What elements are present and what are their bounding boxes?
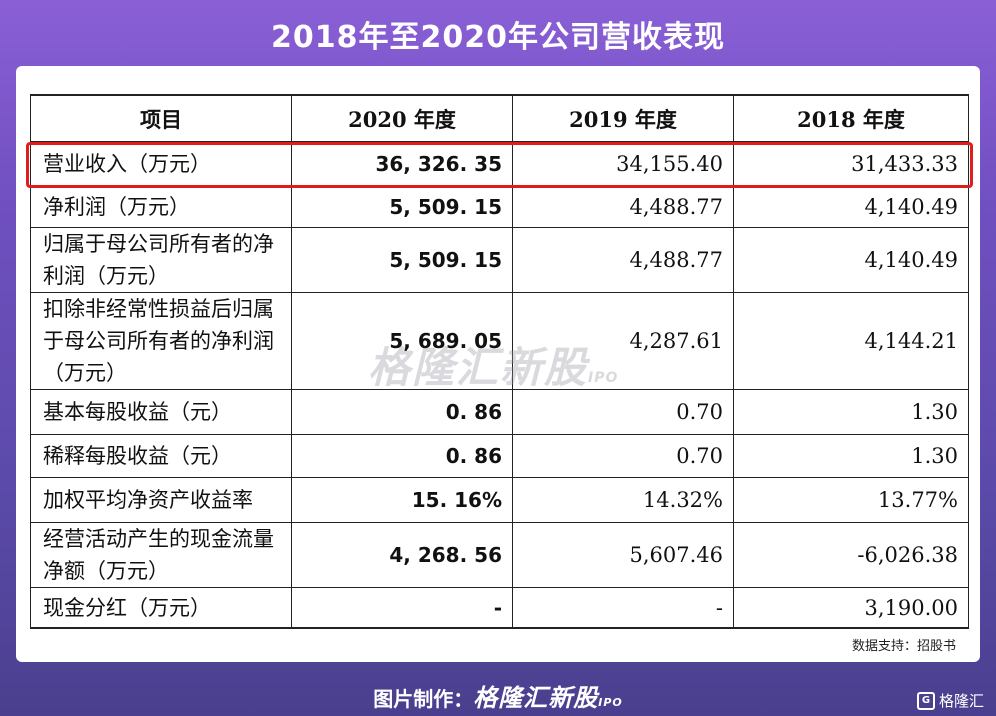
value-2019: 0.70: [512, 434, 734, 478]
row-label: 营业收入（万元）: [30, 141, 292, 187]
value-2020: 5, 509. 15: [291, 227, 513, 293]
data-source-note: 数据支持：招股书: [851, 639, 956, 654]
value-2018: -6,026.38: [733, 522, 969, 588]
watermark: 格隆汇新股IPO: [368, 334, 618, 395]
value-2018: 1.30: [733, 389, 969, 435]
value-2020: 0. 86: [291, 434, 513, 478]
value-2018: 4,140.49: [733, 186, 969, 228]
footer-brand-sub: IPO: [598, 696, 623, 709]
value-2018: 1.30: [733, 434, 969, 478]
value-2020: 5, 509. 15: [291, 186, 513, 228]
value-2019: 34,155.40: [512, 141, 734, 187]
value-2020: 5, 689. 05: [291, 292, 513, 390]
row-label: 归属于母公司所有者的净利润（万元）: [30, 227, 292, 293]
table-row: 经营活动产生的现金流量净额（万元） 4, 268. 56 5,607.46 -6…: [30, 522, 969, 588]
row-label: 基本每股收益（元）: [30, 389, 292, 435]
value-2018: 31,433.33: [733, 141, 969, 187]
value-2020: 4, 268. 56: [291, 522, 513, 588]
financial-table: 项目 2020 年度 2019 年度 2018 年度 营业收入（万元） 36, …: [30, 94, 969, 629]
value-2019: 14.32%: [512, 477, 734, 523]
value-2018: 13.77%: [733, 477, 969, 523]
table-row: 稀释每股收益（元） 0. 86 0.70 1.30: [30, 434, 969, 478]
table-row: 营业收入（万元） 36, 326. 35 34,155.40 31,433.33: [30, 141, 969, 187]
header-2018: 2018 年度: [733, 94, 969, 142]
watermark-sub: IPO: [588, 370, 619, 386]
footer-brand: 格隆汇新股IPO: [473, 684, 623, 712]
value-2019: 5,607.46: [512, 522, 734, 588]
table-row: 基本每股收益（元） 0. 86 0.70 1.30: [30, 389, 969, 435]
row-label: 扣除非经常性损益后归属于母公司所有者的净利润（万元）: [30, 292, 292, 390]
header-item: 项目: [30, 94, 292, 142]
row-label: 稀释每股收益（元）: [30, 434, 292, 478]
table-row: 现金分红（万元） - - 3,190.00: [30, 587, 969, 629]
table-header-row: 项目 2020 年度 2019 年度 2018 年度: [30, 94, 969, 142]
row-label: 现金分红（万元）: [30, 587, 292, 629]
value-2019: 0.70: [512, 389, 734, 435]
value-2019: 4,287.61: [512, 292, 734, 390]
value-2020: 36, 326. 35: [291, 141, 513, 187]
header-2020: 2020 年度: [291, 94, 513, 142]
row-label: 净利润（万元）: [30, 186, 292, 228]
page-title: 2018年至2020年公司营收表现: [271, 20, 725, 55]
value-2020: -: [291, 587, 513, 629]
table-row: 归属于母公司所有者的净利润（万元） 5, 509. 15 4,488.77 4,…: [30, 227, 969, 293]
value-2018: 4,140.49: [733, 227, 969, 293]
logo-icon: G: [916, 691, 935, 710]
table-row: 扣除非经常性损益后归属于母公司所有者的净利润（万元） 5, 689. 05 4,…: [30, 292, 969, 390]
value-2020: 0. 86: [291, 389, 513, 435]
footer-credit: 图片制作：格隆汇新股IPO: [0, 678, 996, 713]
table-row: 净利润（万元） 5, 509. 15 4,488.77 4,140.49: [30, 186, 969, 228]
value-2019: 4,488.77: [512, 227, 734, 293]
watermark-text: 格隆汇新股: [368, 343, 589, 392]
value-2019: -: [512, 587, 734, 629]
value-2018: 4,144.21: [733, 292, 969, 390]
table-row: 加权平均净资产收益率 15. 16% 14.32% 13.77%: [30, 477, 969, 523]
corner-logo-text: 格隆汇: [938, 692, 984, 710]
corner-logo: G 格隆汇: [916, 690, 984, 711]
row-label: 加权平均净资产收益率: [30, 477, 292, 523]
value-2020: 15. 16%: [291, 477, 513, 523]
footer-prefix: 图片制作：: [373, 687, 474, 711]
value-2018: 3,190.00: [733, 587, 969, 629]
row-label: 经营活动产生的现金流量净额（万元）: [30, 522, 292, 588]
footer-brand-text: 格隆汇新股: [473, 684, 599, 712]
value-2019: 4,488.77: [512, 186, 734, 228]
content-card: 项目 2020 年度 2019 年度 2018 年度 营业收入（万元） 36, …: [16, 66, 980, 662]
header-2019: 2019 年度: [512, 94, 734, 142]
